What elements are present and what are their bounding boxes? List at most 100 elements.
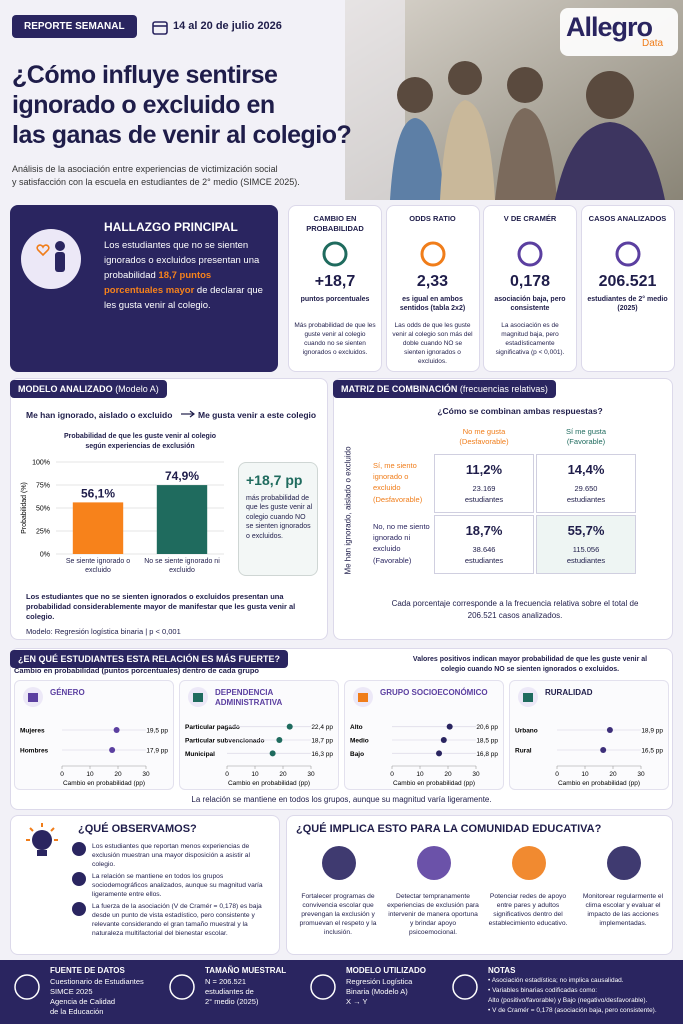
- item-number: [72, 872, 86, 886]
- footer-line: SIMCE 2025: [50, 987, 93, 996]
- cell-n: 29.650: [574, 484, 598, 493]
- finding-icon: [21, 229, 81, 289]
- x-axis-label: Cambio en probabilidad (pp): [393, 780, 475, 787]
- cell-pct: 55,7%: [567, 523, 605, 538]
- footer-line: • Asociación estadística; no implica cau…: [488, 977, 624, 984]
- dot: [600, 747, 607, 753]
- footer-line: N = 206.521: [205, 977, 247, 986]
- x-tick-label: 30: [637, 771, 645, 778]
- bulb-icon: [26, 823, 58, 856]
- dot: [446, 723, 453, 730]
- icon-shape: [322, 846, 356, 880]
- stat-card: [580, 205, 675, 372]
- implication-item: Potenciar redes de apoyo entre pares y a…: [488, 893, 568, 927]
- footer-line: de la Educación: [50, 1007, 104, 1016]
- matrix-cell: [536, 454, 636, 513]
- icon-shape: [14, 974, 40, 1000]
- footer-icon: [310, 974, 336, 1000]
- title-line: ¿Cómo influye sentirse: [12, 61, 278, 89]
- title: ¿Cómo influye sentirse ignorado o excluid…: [12, 60, 352, 150]
- footer-line: X → Y: [346, 997, 368, 1006]
- stat-icon: [322, 241, 348, 267]
- footer-icon: [14, 974, 40, 1000]
- footer-icon: [169, 974, 195, 1000]
- calendar-icon: [152, 21, 168, 35]
- category-label: Hombres: [20, 748, 49, 755]
- stat-value: 0,178: [509, 273, 551, 290]
- stat-unit: puntos porcentuales: [300, 296, 370, 303]
- icon-shape: [607, 846, 641, 880]
- cell-n: 38.646: [472, 545, 496, 554]
- x-tick-label: 30: [142, 771, 150, 778]
- column-label: No me gusta: [462, 427, 506, 436]
- text: (Modelo A): [115, 384, 159, 394]
- implication-item: Fortalecer programas de convivencia esco…: [299, 893, 377, 936]
- stat-card: [385, 205, 480, 372]
- icon-shape: [420, 241, 445, 267]
- x-axis-label: Cambio en probabilidad (pp): [228, 780, 310, 787]
- observe-item: La relación se mantiene en todos los gru…: [92, 873, 263, 898]
- logo-bg: [560, 8, 678, 56]
- matrix-y-axis: Me han ignorado, aislado o excluido: [343, 446, 353, 575]
- value-label: 16,5 pp: [641, 748, 663, 755]
- arrow-left: Me han ignorado, aislado o excluido: [26, 410, 173, 420]
- cell-pct: 11,2%: [465, 462, 503, 477]
- group-icon: [188, 687, 208, 707]
- icon-shape: [310, 974, 336, 1000]
- group-icon: [353, 687, 373, 707]
- x-label-box: Se siente ignorado o excluido: [66, 558, 130, 574]
- icon-shape: [322, 241, 348, 267]
- stat-card: [288, 205, 382, 372]
- stat-value: 206.521: [598, 273, 657, 290]
- x-tick-label: 30: [472, 771, 480, 778]
- group-title: GRUPO SOCIOECONÓMICO: [380, 688, 488, 697]
- stat-note: Las odds de que les guste venir al coleg…: [392, 322, 473, 365]
- dot-chart: 0 10 20 30 Cambio en probabilidad (pp) Alto 20…: [350, 723, 498, 787]
- footer-line: Agencia de Calidad: [50, 997, 116, 1006]
- groups-footer: La relación se mantiene en todos los gru…: [191, 795, 492, 804]
- badge: REPORTE SEMANAL: [12, 15, 137, 38]
- groups-subtitle: Cambio en probabilidad (puntos porcentua…: [14, 666, 260, 675]
- cell-n: 115.056: [572, 545, 600, 554]
- title-line: las ganas de venir al colegio?: [12, 121, 352, 149]
- cell-pct: 14,4%: [567, 462, 605, 477]
- footer-icon: [452, 974, 478, 1000]
- matrix-note: Cada porcentaje corresponde a la frecuen…: [391, 599, 639, 620]
- logo: Allegro: [566, 12, 653, 42]
- text: MATRIZ DE COMBINACIÓN: [341, 384, 458, 394]
- icon-shape: [417, 846, 451, 880]
- stat-label: ODDS RATIO: [409, 214, 456, 223]
- stat-value: 2,33: [416, 273, 449, 290]
- highlight: 18,7 puntos porcentuales mayor: [104, 270, 212, 296]
- x-tick-label: 10: [86, 771, 94, 778]
- value-label: 22,4 pp: [311, 724, 333, 731]
- footer-line: Binaria (Modelo A): [346, 987, 408, 996]
- implications-title: ¿QUÉ IMPLICA ESTO PARA LA COMUNIDAD EDUC…: [296, 823, 602, 835]
- x-tick-label: 10: [251, 771, 259, 778]
- x-tick-label: 0: [60, 771, 64, 778]
- category-label: Rural: [515, 748, 532, 755]
- group-title: RURALIDAD: [545, 688, 593, 697]
- column-sub: (Desfavorable): [459, 437, 509, 446]
- row-label: Sí, me siento ignorado o excluido: [373, 461, 417, 492]
- observe-box: [10, 815, 280, 955]
- stat-note: La asociación es de magnitud baja, pero …: [495, 322, 565, 356]
- groups-note: Valores positivos indican mayor probabil…: [412, 656, 648, 673]
- icon-shape: [615, 241, 640, 267]
- dot-chart: 0 10 20 30 Cambio en probabilidad (pp) Urbano…: [515, 727, 663, 787]
- group-icon: [23, 687, 43, 707]
- stat-unit: asociación baja, pero consistente: [494, 296, 566, 312]
- dot: [440, 737, 447, 743]
- x-tick-label: 20: [444, 771, 452, 778]
- implication-icon: [607, 846, 641, 880]
- implication-icon: [417, 846, 451, 880]
- icon-shape: [193, 693, 203, 702]
- summary: Los estudiantes que no se sienten ignora…: [26, 592, 296, 621]
- value-label: 74,9%: [165, 469, 199, 483]
- callout: [238, 462, 318, 576]
- x-tick-label: 0: [390, 771, 394, 778]
- cell-unit: estudiantes: [464, 556, 504, 565]
- x-tick-label: 0: [555, 771, 559, 778]
- matrix-cell: [434, 515, 534, 574]
